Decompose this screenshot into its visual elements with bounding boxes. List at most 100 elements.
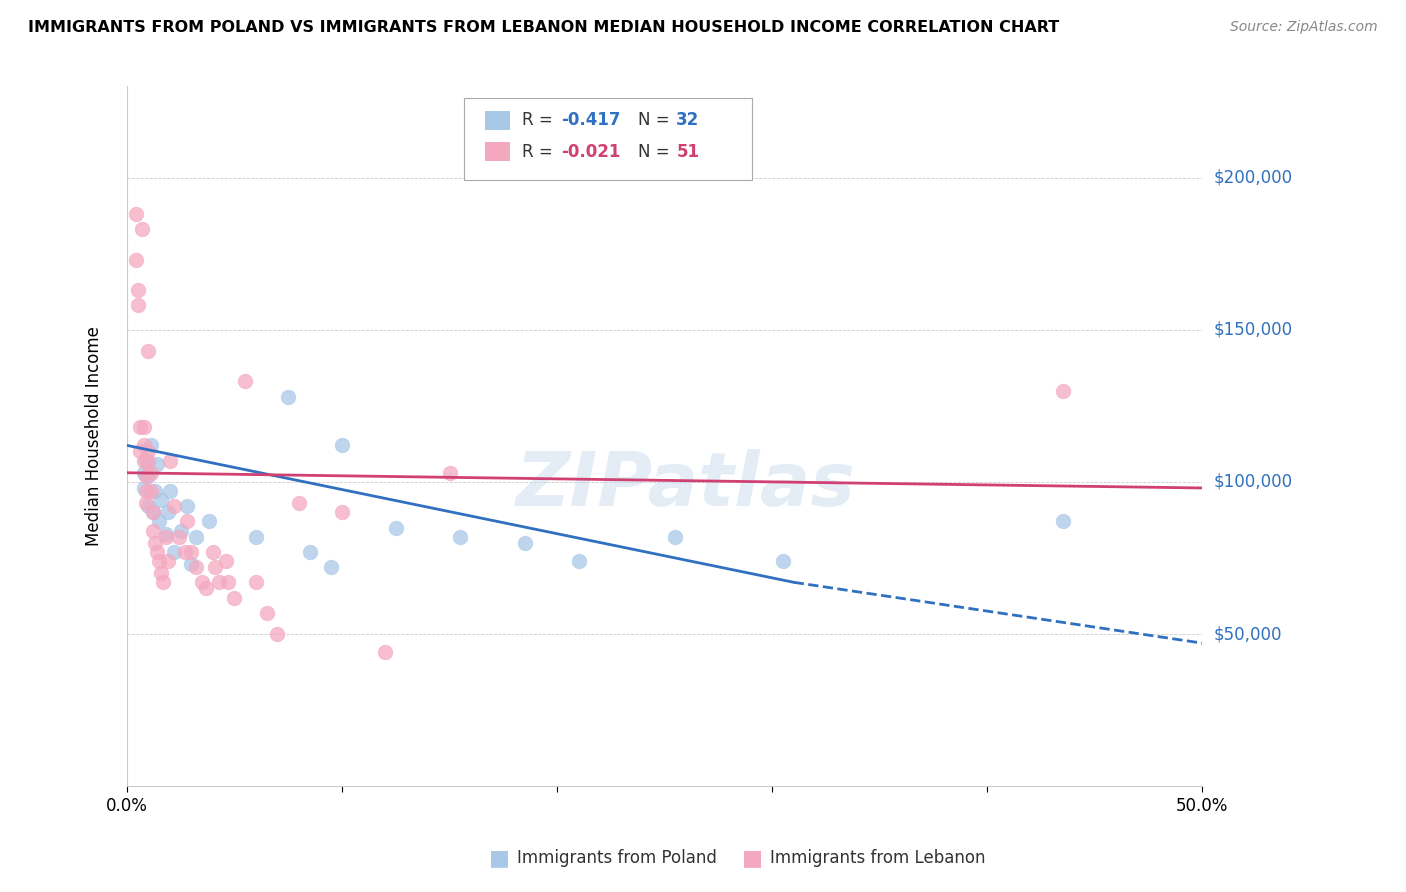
Point [135, 453, 157, 467]
Text: R =: R = [522, 112, 558, 129]
Point [167, 530, 190, 544]
Point [217, 575, 239, 590]
Point [128, 444, 150, 458]
Point [152, 575, 174, 590]
Point [135, 496, 157, 510]
Point [184, 560, 207, 574]
Point [174, 545, 197, 559]
Point [138, 444, 160, 458]
Point [298, 545, 321, 559]
Point [330, 438, 353, 452]
Point [138, 344, 160, 359]
Point [1052, 515, 1074, 529]
Point [191, 575, 214, 590]
Point [146, 457, 169, 471]
Text: Immigrants from Poland: Immigrants from Poland [517, 849, 717, 867]
Text: IMMIGRANTS FROM POLAND VS IMMIGRANTS FROM LEBANON MEDIAN HOUSEHOLD INCOME CORREL: IMMIGRANTS FROM POLAND VS IMMIGRANTS FRO… [28, 20, 1059, 35]
Point [134, 466, 156, 480]
Point [143, 535, 166, 549]
Y-axis label: Median Household Income: Median Household Income [86, 326, 103, 546]
Point [155, 530, 177, 544]
Point [772, 554, 794, 568]
Point [513, 535, 536, 549]
Point [139, 466, 162, 480]
Point [439, 466, 461, 480]
Point [163, 500, 186, 514]
Text: $150,000: $150,000 [1213, 321, 1292, 339]
Point [245, 530, 267, 544]
Point [150, 566, 173, 581]
Point [195, 582, 218, 596]
Point [143, 483, 166, 498]
Point [245, 575, 267, 590]
Point [148, 554, 170, 568]
Text: ZIPatlas: ZIPatlas [516, 449, 856, 522]
Point [204, 560, 226, 574]
Text: Immigrants from Lebanon: Immigrants from Lebanon [770, 849, 986, 867]
Point [176, 500, 198, 514]
Point [180, 557, 202, 571]
Text: ■: ■ [742, 848, 762, 868]
Text: -0.417: -0.417 [561, 112, 620, 129]
Point [148, 515, 170, 529]
Point [156, 554, 179, 568]
Point [176, 515, 198, 529]
Point [155, 526, 177, 541]
Text: $100,000: $100,000 [1213, 473, 1292, 491]
Text: Source: ZipAtlas.com: Source: ZipAtlas.com [1230, 20, 1378, 34]
Text: R =: R = [522, 143, 558, 161]
Point [449, 530, 471, 544]
Point [184, 530, 207, 544]
Point [146, 545, 169, 559]
Point [124, 207, 146, 221]
Point [138, 453, 160, 467]
Text: $200,000: $200,000 [1213, 169, 1292, 186]
Point [142, 505, 165, 519]
Point [139, 483, 162, 498]
Point [224, 591, 246, 605]
Point [135, 483, 157, 498]
Point [138, 468, 160, 483]
Point [180, 545, 202, 559]
Point [156, 505, 179, 519]
Point [134, 453, 156, 467]
Text: N =: N = [638, 143, 675, 161]
Text: 32: 32 [676, 112, 700, 129]
Point [134, 481, 156, 495]
Point [159, 483, 181, 498]
Point [197, 515, 219, 529]
Point [288, 496, 311, 510]
Point [138, 500, 160, 514]
Point [127, 298, 149, 312]
Point [134, 420, 156, 434]
Point [256, 606, 278, 620]
Point [266, 627, 288, 641]
Point [131, 222, 153, 236]
Text: 51: 51 [676, 143, 699, 161]
Point [215, 554, 238, 568]
Point [568, 554, 591, 568]
Point [150, 493, 173, 508]
Point [142, 505, 165, 519]
Point [128, 420, 150, 434]
Point [277, 390, 299, 404]
Point [1052, 384, 1074, 398]
Text: ■: ■ [489, 848, 509, 868]
Point [208, 575, 231, 590]
Point [135, 468, 157, 483]
Point [321, 560, 343, 574]
Text: $50,000: $50,000 [1213, 625, 1282, 643]
Text: N =: N = [638, 112, 675, 129]
Point [330, 505, 353, 519]
Text: -0.021: -0.021 [561, 143, 620, 161]
Point [163, 545, 186, 559]
Point [124, 252, 146, 267]
Point [233, 375, 256, 389]
Point [159, 453, 181, 467]
Point [142, 524, 165, 538]
Point [127, 283, 149, 297]
Point [664, 530, 686, 544]
Point [374, 645, 396, 659]
Point [170, 524, 193, 538]
Point [139, 438, 162, 452]
